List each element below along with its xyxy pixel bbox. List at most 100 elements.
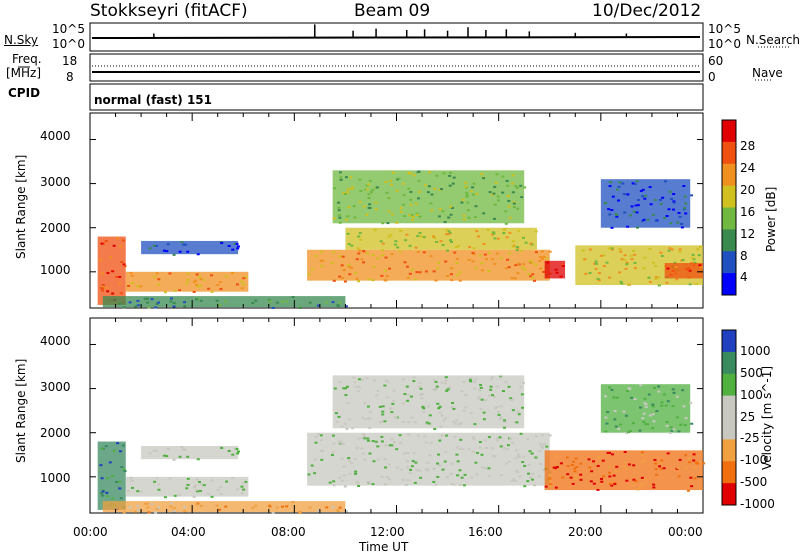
heatmap-cell xyxy=(419,393,423,396)
heatmap-cell xyxy=(332,442,336,445)
heatmap-cell xyxy=(554,467,558,470)
heatmap-cell xyxy=(178,289,182,292)
colorbar-segment xyxy=(722,439,736,462)
heatmap-cell xyxy=(495,437,499,440)
heatmap-cell xyxy=(104,240,108,243)
heatmap-cell xyxy=(658,465,662,468)
heatmap-cell xyxy=(450,406,454,409)
heatmap-cell xyxy=(116,442,120,445)
heatmap-cell xyxy=(511,409,515,412)
heatmap-cell xyxy=(236,450,240,453)
heatmap-cell xyxy=(636,199,640,202)
heatmap-cell xyxy=(332,279,336,282)
heatmap-cell xyxy=(354,385,358,388)
heatmap-cell xyxy=(384,181,388,184)
heatmap-cell xyxy=(392,389,396,392)
heatmap-cell xyxy=(342,268,346,271)
heatmap-cell xyxy=(462,409,466,412)
heatmap-cell xyxy=(664,404,668,407)
heatmap-cell xyxy=(342,191,346,194)
heatmap-cell xyxy=(363,401,367,404)
heatmap-cell xyxy=(443,460,447,463)
heatmap-cell xyxy=(620,282,624,285)
heatmap-cell xyxy=(363,435,367,438)
heatmap-cell xyxy=(416,235,420,238)
heatmap-cell xyxy=(445,434,449,437)
cb2-tick-25: 25 xyxy=(740,410,756,424)
heatmap-cell xyxy=(534,456,538,459)
heatmap-cell xyxy=(186,477,190,480)
heatmap-cell xyxy=(632,249,636,252)
heatmap-cell xyxy=(606,451,610,454)
heatmap-cell xyxy=(369,191,373,194)
xtick-6: 00:00 xyxy=(668,525,703,539)
heatmap-cell xyxy=(368,417,372,420)
heatmap-cell xyxy=(451,182,455,185)
heatmap-cell xyxy=(128,301,132,304)
heatmap-cell xyxy=(166,448,170,451)
velocity-heatmap xyxy=(89,318,706,514)
heatmap-cell xyxy=(504,210,508,213)
heatmap-cell xyxy=(542,443,546,446)
heatmap-cell xyxy=(411,460,415,463)
heatmap-cell xyxy=(531,473,535,476)
heatmap-cell xyxy=(692,466,696,469)
heatmap-cell xyxy=(523,186,527,189)
heatmap-cell xyxy=(504,462,508,465)
heatmap-cell xyxy=(363,458,367,461)
heatmap-cell xyxy=(340,264,344,267)
heatmap-cell xyxy=(100,492,104,495)
heatmap-cell xyxy=(460,390,464,393)
heatmap-cell xyxy=(573,467,577,470)
heatmap-cell xyxy=(319,259,323,262)
heatmap-cell xyxy=(401,182,405,185)
heatmap-cell xyxy=(487,436,491,439)
heatmap-cell xyxy=(207,287,211,290)
heatmap-cell xyxy=(145,502,149,505)
heatmap-cell xyxy=(448,184,452,187)
nsearch-bottom-tick: 10^0 xyxy=(708,37,741,51)
heatmap-cell xyxy=(489,378,493,381)
heatmap-cell xyxy=(371,188,375,191)
heatmap-cell xyxy=(155,507,159,510)
heatmap-cell xyxy=(202,279,206,282)
heatmap-cell xyxy=(479,386,483,389)
heatmap-cell xyxy=(521,406,525,409)
heatmap-cell xyxy=(267,504,271,507)
heatmap-cell xyxy=(441,243,445,246)
heatmap-cell xyxy=(602,254,606,257)
p2-ytick-4000: 4000 xyxy=(40,334,71,348)
heatmap-cell xyxy=(325,506,329,509)
heatmap-cell xyxy=(353,216,357,219)
heatmap-cell xyxy=(640,461,644,464)
heatmap-cell xyxy=(521,236,525,239)
heatmap-cell xyxy=(112,244,116,247)
heatmap-cell xyxy=(520,393,524,396)
heatmap-cell xyxy=(693,261,697,264)
heatmap-cell xyxy=(517,230,521,233)
heatmap-band xyxy=(600,384,691,433)
heatmap-cell xyxy=(395,448,399,451)
heatmap-cell xyxy=(675,278,679,281)
heatmap-cell xyxy=(687,461,691,464)
heatmap-cell xyxy=(634,480,638,483)
heatmap-cell xyxy=(511,245,515,248)
heatmap-cell xyxy=(390,444,394,447)
heatmap-cell xyxy=(614,213,618,216)
heatmap-cell xyxy=(627,431,631,434)
heatmap-cell xyxy=(240,287,244,290)
heatmap-cell xyxy=(417,197,421,200)
heatmap-cell xyxy=(154,449,158,452)
heatmap-cell xyxy=(340,425,344,428)
heatmap-cell xyxy=(338,381,342,384)
heatmap-cell xyxy=(435,385,439,388)
heatmap-cell xyxy=(307,273,311,276)
heatmap-cell xyxy=(607,247,611,250)
heatmap-cell xyxy=(352,376,356,379)
heatmap-cell xyxy=(660,459,664,462)
heatmap-cell xyxy=(321,449,325,452)
heatmap-cell xyxy=(529,476,533,479)
heatmap-cell xyxy=(633,398,637,401)
heatmap-cell xyxy=(549,483,553,486)
heatmap-cell xyxy=(155,302,159,305)
